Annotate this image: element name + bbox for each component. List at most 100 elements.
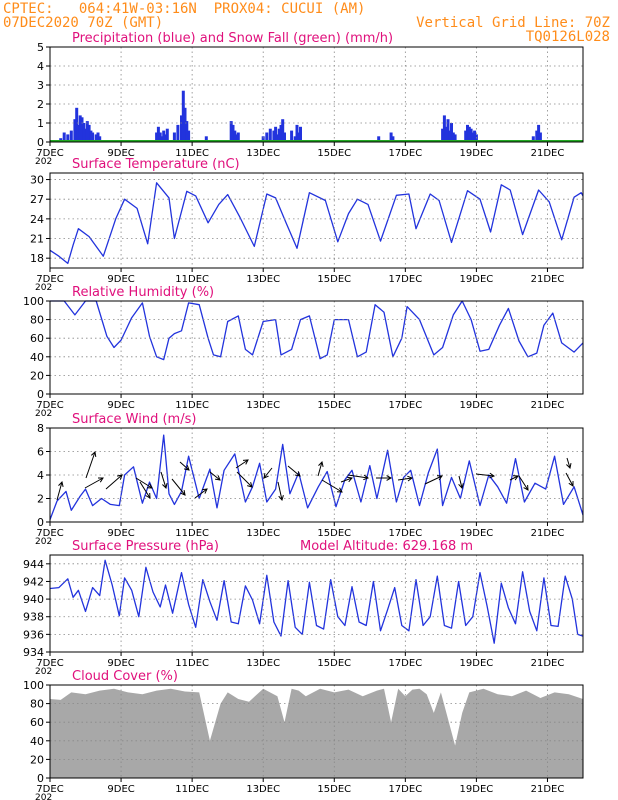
wind-arrow-head <box>363 474 370 481</box>
wind-arrow-shaft <box>85 451 96 479</box>
wind-arrow-head <box>523 484 529 491</box>
wind-arrow-head <box>407 475 414 482</box>
precip-bar <box>281 119 285 142</box>
precip-bar <box>82 123 86 142</box>
panel-frame <box>49 172 584 269</box>
panel-frame <box>49 300 584 395</box>
x-tick-label: 19DEC <box>460 784 494 795</box>
y-tick-label: 2 <box>37 493 44 506</box>
precip-bar <box>283 132 286 142</box>
wind-arrow-shaft <box>160 471 167 489</box>
x-tick-label: 21DEC <box>531 148 565 159</box>
precip-bar <box>537 124 541 142</box>
wind-arrow-head <box>90 451 97 457</box>
x-tick-label: 17DEC <box>388 528 422 539</box>
x-tick-sublabel: 202 <box>35 793 52 800</box>
wind-arrow-head <box>295 471 301 477</box>
wind-arrow-head <box>98 477 104 483</box>
x-tick-label: 19DEC <box>460 658 494 669</box>
precip-bar <box>158 132 162 142</box>
y-tick-label: 4 <box>37 60 44 73</box>
panel-title: Cloud Cover (%) <box>72 669 178 684</box>
y-tick-label: 8 <box>37 422 44 435</box>
precip-bar <box>275 134 279 142</box>
precip-bar <box>187 130 191 142</box>
wind-arrow-shaft <box>317 461 323 477</box>
x-tick-label: 17DEC <box>388 148 422 159</box>
wind-arrow-shaft <box>287 465 301 477</box>
precip-bar <box>66 134 70 142</box>
wind-arrow-head <box>458 483 464 490</box>
panel-temperature <box>46 172 584 272</box>
precip-bar <box>453 134 457 142</box>
wind-arrow-head <box>183 465 190 471</box>
x-tick-label: 15DEC <box>317 148 351 159</box>
y-tick-label: 80 <box>30 314 44 327</box>
wind-arrow-shaft <box>424 475 443 485</box>
wind-arrow-head <box>347 476 353 483</box>
x-tick-label: 19DEC <box>460 274 494 285</box>
y-tick-label: 100 <box>23 679 44 692</box>
wind-arrow-shaft <box>518 475 529 491</box>
panel-annotation: Model Altitude: 629.168 m <box>300 539 473 554</box>
precip-bar <box>268 128 272 142</box>
precip-bar <box>155 132 159 142</box>
wind-arrow-head <box>386 475 393 481</box>
precip-bar <box>236 132 240 142</box>
panel-pressure <box>46 554 584 656</box>
y-tick-label: 940 <box>23 593 44 606</box>
precip-bar <box>446 119 450 142</box>
x-tick-label: 21DEC <box>531 400 565 411</box>
precip-bar <box>265 132 269 142</box>
precip-bar <box>91 132 95 142</box>
x-tick-label: 7DEC <box>36 784 63 795</box>
wind-arrow-head <box>318 460 324 468</box>
panel-cloud <box>46 684 584 782</box>
y-tick-label: 80 <box>30 698 44 711</box>
x-tick-label: 7DEC <box>36 274 63 285</box>
wind-arrow-shaft <box>194 488 208 499</box>
x-tick-label: 21DEC <box>531 784 565 795</box>
precip-bar <box>535 130 539 142</box>
x-tick-label: 15DEC <box>317 784 351 795</box>
precip-bar <box>295 124 299 142</box>
precip-bar <box>89 130 93 142</box>
precip-bar <box>156 126 160 142</box>
panel-title: Surface Pressure (hPa) <box>72 539 219 554</box>
run-date: 07DEC2020 70Z (GMT) <box>3 15 164 31</box>
precip-bar <box>441 128 445 142</box>
x-tick-label: 7DEC <box>36 148 63 159</box>
y-tick-label: 60 <box>30 332 44 345</box>
x-tick-label: 21DEC <box>531 658 565 669</box>
pressure-line <box>49 559 584 644</box>
y-tick-label: 0 <box>37 772 44 785</box>
x-tick-label: 13DEC <box>246 400 280 411</box>
wind-arrow-head <box>336 487 343 493</box>
precip-bar <box>451 132 455 142</box>
y-tick-label: 18 <box>30 252 44 265</box>
precip-bar <box>538 132 542 142</box>
panel-title: Surface Wind (m/s) <box>72 412 196 427</box>
wind-arrow-shaft <box>566 457 571 469</box>
wind-arrow-shaft <box>209 471 221 481</box>
wind-arrow-head <box>162 483 168 489</box>
precip-bar <box>165 128 169 142</box>
wind-arrow-shaft <box>277 481 283 501</box>
y-tick-label: 30 <box>30 174 44 187</box>
precip-bar <box>272 130 276 142</box>
wind-arrow-head <box>145 492 151 499</box>
precip-bar <box>180 115 183 142</box>
x-tick-label: 17DEC <box>388 274 422 285</box>
precip-bar <box>469 128 473 142</box>
panel-wind <box>46 427 584 526</box>
y-tick-label: 1 <box>37 117 44 130</box>
wind-arrow-shaft <box>565 472 574 487</box>
precip-bar <box>261 136 265 142</box>
x-tick-label: 11DEC <box>175 658 209 669</box>
x-tick-label: 9DEC <box>107 400 134 411</box>
precip-bar <box>94 134 98 142</box>
precip-bar <box>87 124 91 142</box>
wind-arrow-head <box>263 473 269 479</box>
wind-arrow-shaft <box>105 474 123 490</box>
panel-title: Precipitation (blue) and Snow Fall (gree… <box>72 31 393 46</box>
